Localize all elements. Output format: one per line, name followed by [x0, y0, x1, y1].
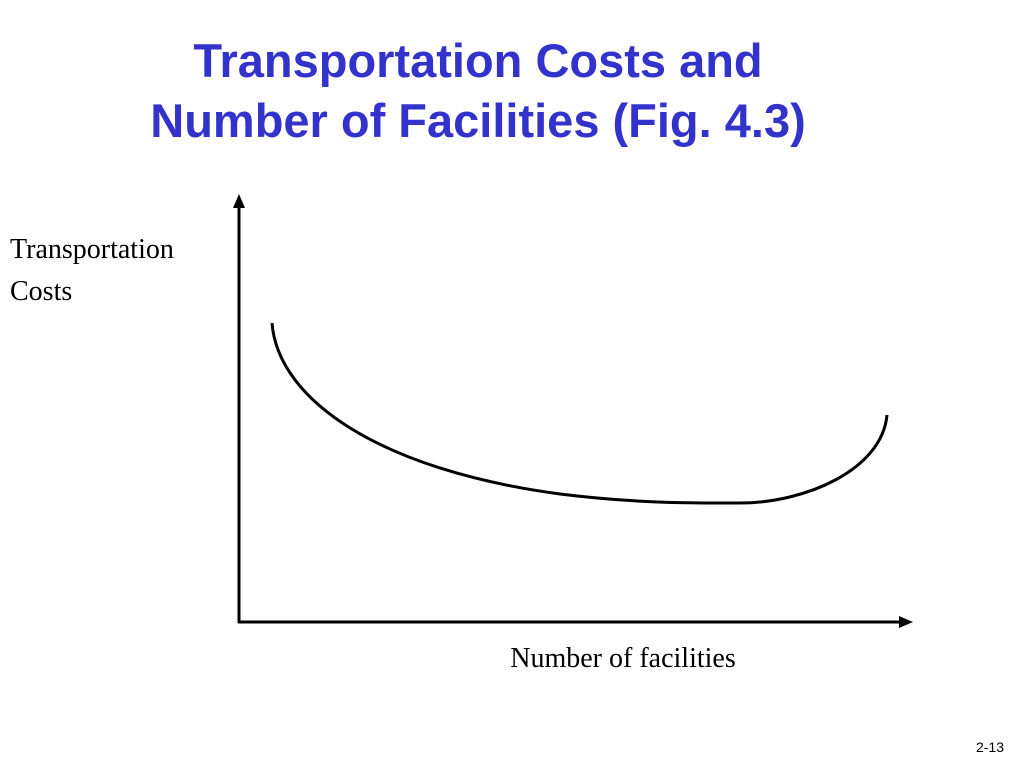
page-number: 2-13 — [976, 739, 1004, 755]
title-line: Number of Facilities (Fig. 4.3) — [150, 94, 806, 147]
y-axis-arrow — [233, 194, 245, 208]
y-axis-label: Transportation — [10, 234, 174, 265]
axes — [233, 194, 913, 628]
x-axis-arrow — [899, 616, 913, 628]
title-line: Transportation Costs and — [193, 34, 762, 87]
x-axis-label: Number of facilities — [510, 643, 735, 674]
cost-curve — [270, 322, 889, 505]
y-axis-label: Costs — [10, 276, 72, 307]
